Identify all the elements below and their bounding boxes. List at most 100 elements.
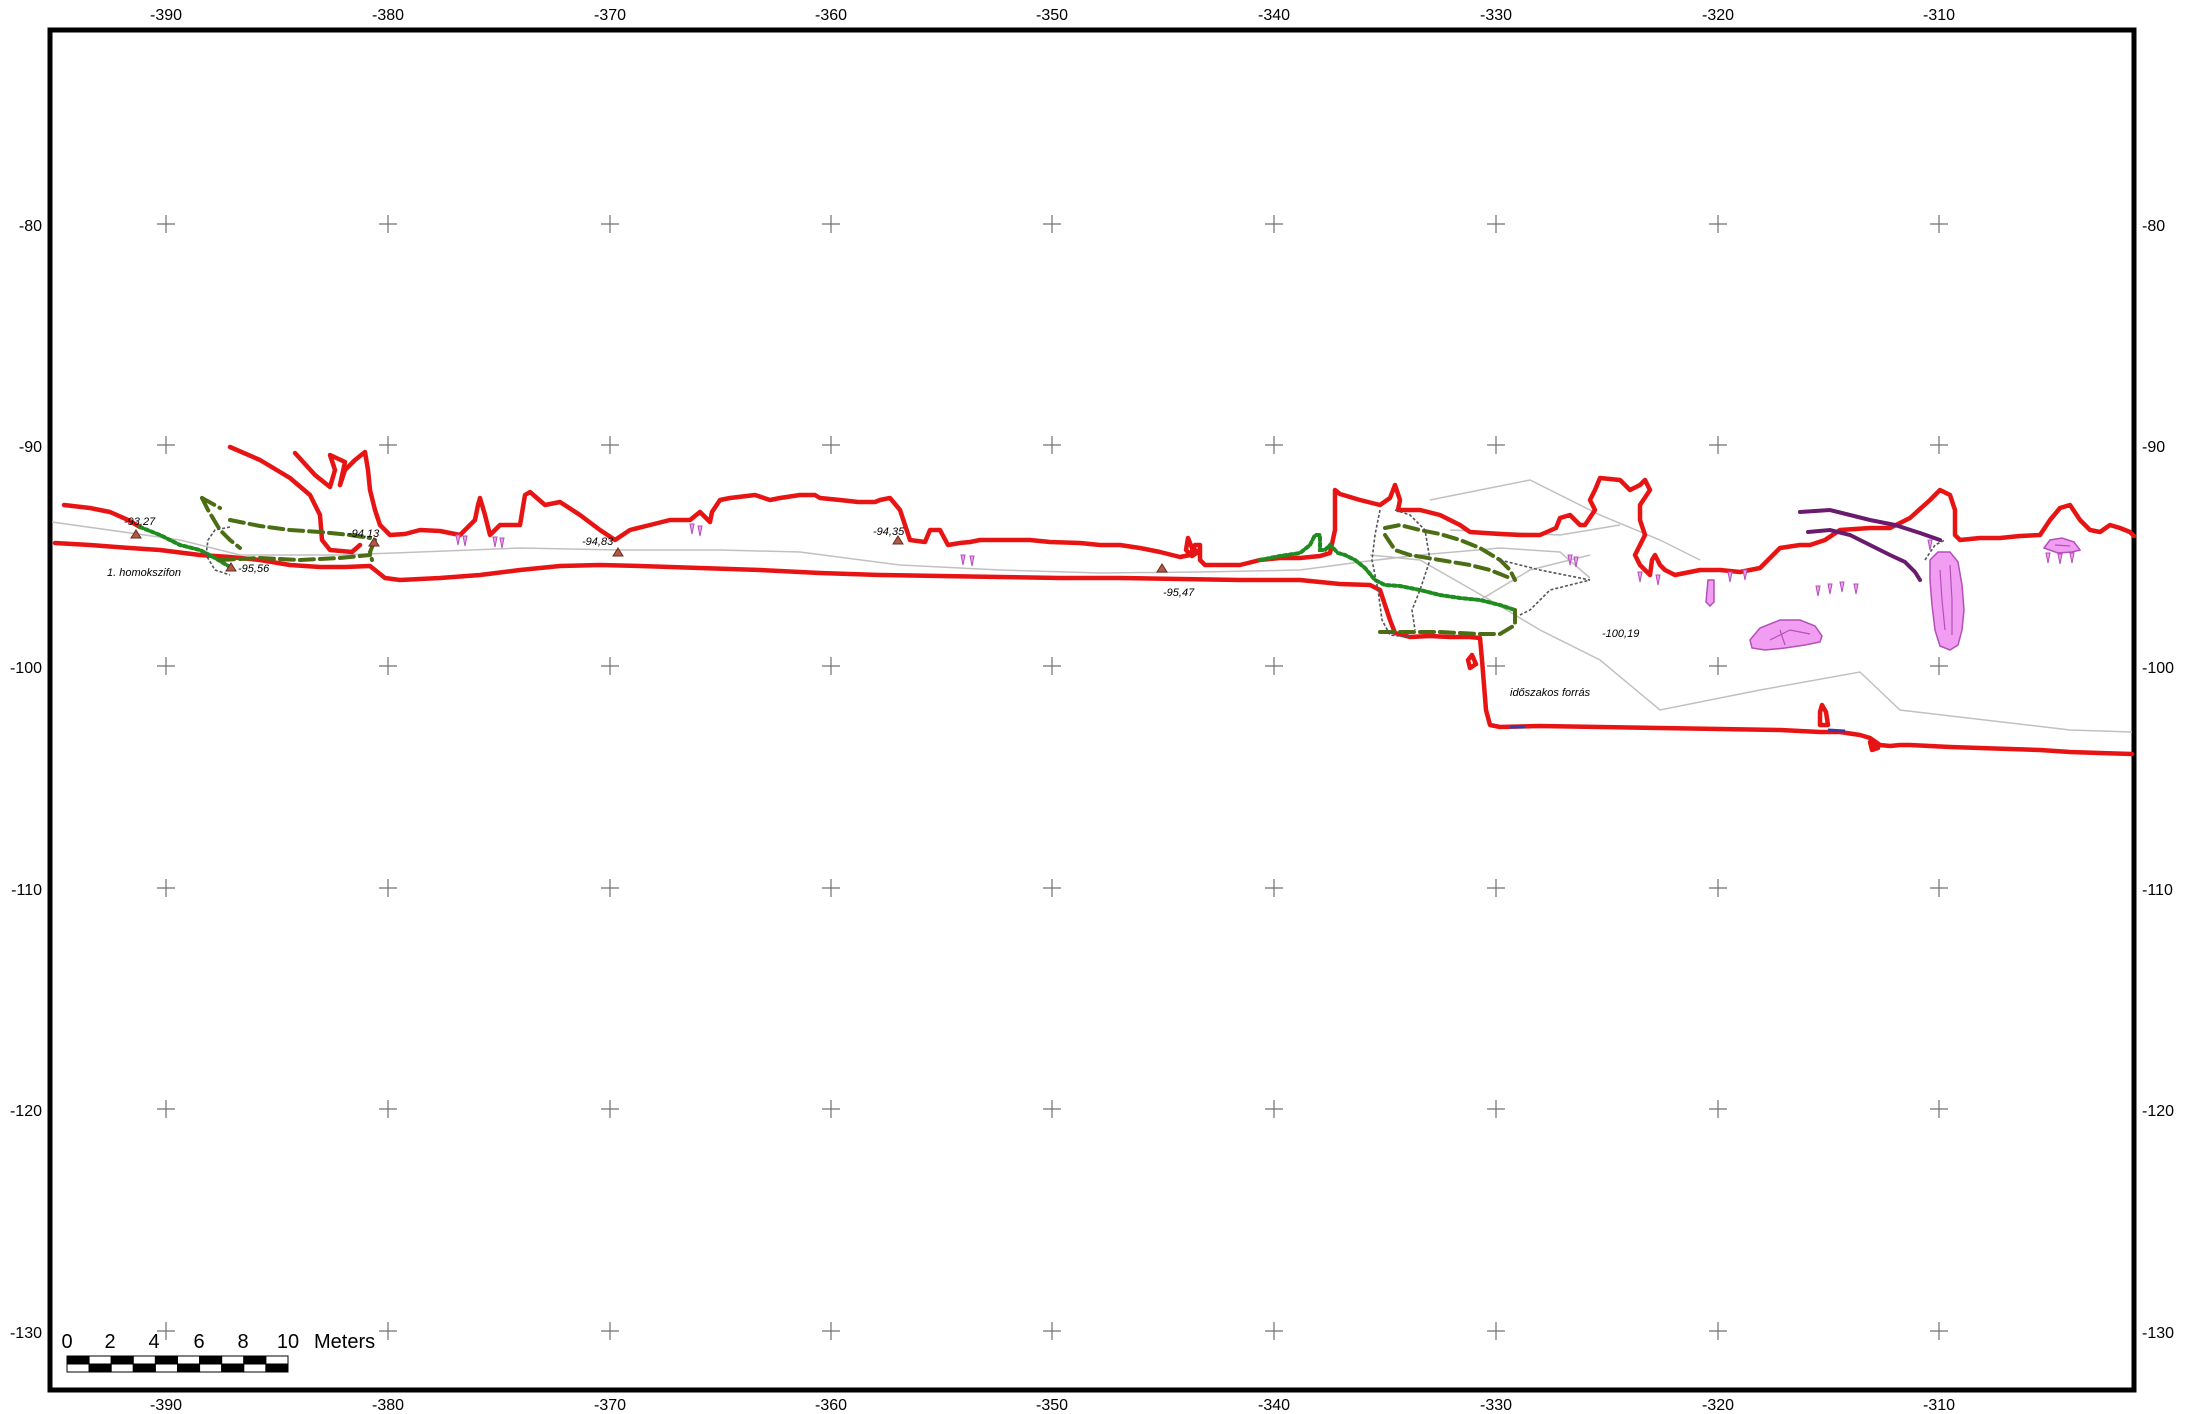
grid-cross — [1265, 657, 1283, 675]
x-tick-top: -350 — [1036, 7, 1068, 24]
x-tick-bottom: -350 — [1036, 1397, 1068, 1414]
grid-cross — [601, 879, 619, 897]
y-tick-right: -80 — [2142, 218, 2165, 235]
stalactite-icon — [2057, 553, 2063, 565]
grid-cross — [1709, 215, 1727, 233]
elevation-label: -95,47 — [1163, 587, 1195, 599]
scale-segment — [243, 1363, 267, 1373]
grid-cross — [1487, 879, 1505, 897]
y-tick-right: -110 — [2142, 882, 2173, 899]
formation-small — [1705, 579, 1715, 608]
station-triangle — [130, 529, 142, 539]
grid-cross — [601, 657, 619, 675]
scale-number: 10 — [277, 1331, 299, 1353]
stalactite-icon — [2069, 552, 2075, 564]
formation-details — [1769, 544, 2071, 646]
grid-cross — [157, 215, 175, 233]
y-tick-right: -100 — [2142, 660, 2174, 677]
stalactite-icon — [1827, 583, 1833, 595]
elevation-label: -94,35 — [873, 526, 905, 538]
x-tick-bottom: -320 — [1702, 1397, 1734, 1414]
grid-cross — [1709, 879, 1727, 897]
grid-cross — [1930, 879, 1948, 897]
formation-blob — [1749, 619, 1823, 651]
grid-cross — [1265, 879, 1283, 897]
grid-cross — [822, 879, 840, 897]
grid-cross — [379, 1322, 397, 1340]
grid-cross — [1043, 1100, 1061, 1118]
grid-cross — [1487, 215, 1505, 233]
x-axis-top: -390 -380 -370 -360 -350 -340 -330 -320 … — [150, 7, 1955, 24]
y-tick-right: -130 — [2142, 1325, 2174, 1342]
y-tick-left: -80 — [19, 218, 42, 235]
grid-cross — [157, 879, 175, 897]
y-tick-left: -100 — [10, 660, 42, 677]
scale-segment — [154, 1363, 178, 1373]
x-tick-bottom: -310 — [1923, 1397, 1955, 1414]
grey-dotted-outlines — [205, 509, 1946, 638]
grid-cross — [1487, 1100, 1505, 1118]
x-tick-bottom: -370 — [594, 1397, 626, 1414]
stalactite-icon — [1567, 554, 1573, 566]
scale-segment — [221, 1363, 245, 1373]
grid-cross — [1709, 1100, 1727, 1118]
grid-cross — [601, 436, 619, 454]
grid-cross — [1709, 657, 1727, 675]
station-triangle — [225, 562, 237, 572]
x-tick-top: -330 — [1480, 7, 1512, 24]
y-axis-left: -80 -90 -100 -110 -120 -130 — [10, 218, 42, 1342]
grid-cross — [157, 1322, 175, 1340]
y-tick-left: -110 — [11, 882, 42, 899]
grid-cross — [379, 215, 397, 233]
elevation-label: -94,83 — [582, 536, 614, 548]
grid-cross — [822, 215, 840, 233]
x-tick-top: -360 — [815, 7, 847, 24]
y-tick-right: -90 — [2142, 439, 2165, 456]
grid-crosses — [157, 215, 1948, 1340]
stalactite-icon — [1742, 569, 1748, 581]
scale-segment — [199, 1355, 223, 1365]
grid-cross — [822, 1322, 840, 1340]
grid-cross — [1265, 1322, 1283, 1340]
scale-segment — [177, 1363, 201, 1373]
x-tick-top: -380 — [372, 7, 404, 24]
elevation-label: -94,13 — [348, 528, 380, 540]
grid-cross — [1930, 215, 1948, 233]
elevation-labels: -93,27 -95,56 -94,13 -94,83 -94,35 -95,4… — [124, 516, 1639, 640]
water-dashed — [200, 496, 1517, 636]
scale-segment — [132, 1355, 156, 1365]
stalactite-icon — [969, 555, 975, 567]
scale-segment — [66, 1363, 90, 1373]
stalactite-icon — [2045, 552, 2051, 564]
scale-bar: 0 2 4 6 8 10 Meters — [61, 1331, 375, 1373]
stalactite-icon — [1727, 571, 1733, 583]
scale-number: 2 — [104, 1331, 115, 1353]
formation-blob — [1929, 551, 1965, 651]
x-tick-bottom: -360 — [815, 1397, 847, 1414]
grid-cross — [1709, 436, 1727, 454]
scale-segment — [265, 1355, 289, 1365]
grid-cross — [1265, 1100, 1283, 1118]
map-frame — [47, 27, 2137, 1393]
stalactite-icon — [1927, 539, 1933, 551]
x-tick-top: -340 — [1258, 7, 1290, 24]
grid-cross — [822, 1100, 840, 1118]
grid-cross — [1487, 1322, 1505, 1340]
stalactite-icon — [689, 523, 695, 535]
scale-number: 4 — [148, 1331, 159, 1353]
x-tick-top: -370 — [594, 7, 626, 24]
purple-lines — [1798, 507, 1942, 582]
grid-cross — [1930, 436, 1948, 454]
y-tick-right: -120 — [2142, 1103, 2174, 1120]
y-tick-left: -90 — [19, 439, 42, 456]
grid-cross — [379, 436, 397, 454]
scale-unit: Meters — [314, 1331, 375, 1353]
scale-segment — [88, 1363, 112, 1373]
x-tick-bottom: -330 — [1480, 1397, 1512, 1414]
elevation-label: -100,19 — [1602, 628, 1639, 640]
grid-cross — [1043, 436, 1061, 454]
place-label-homokszifon: 1. homokszifon — [107, 567, 181, 579]
grid-cross — [1487, 657, 1505, 675]
stalactite-icon — [492, 536, 498, 548]
station-triangle — [612, 547, 624, 557]
